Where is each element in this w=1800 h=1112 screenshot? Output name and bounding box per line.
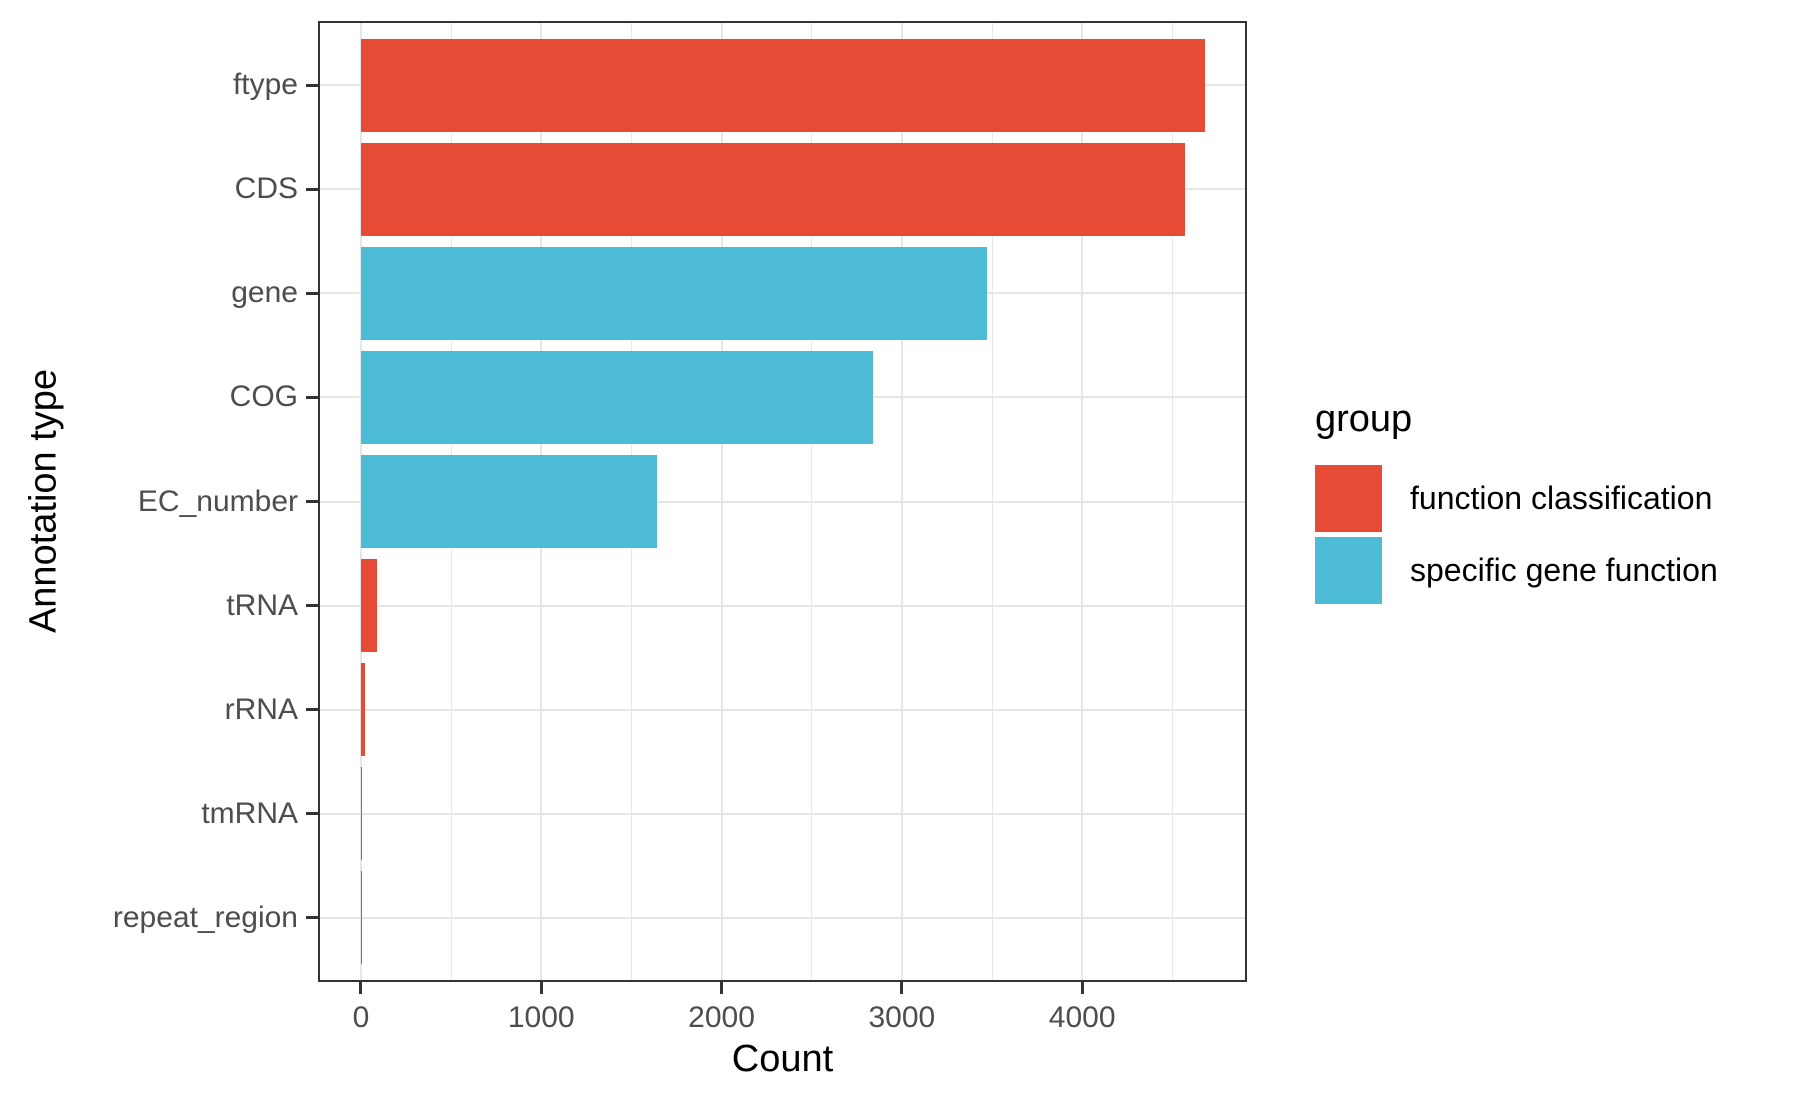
x-axis-title: Count	[731, 1038, 834, 1080]
y-tick	[306, 187, 320, 191]
legend-title: group	[1315, 398, 1413, 440]
y-tick	[306, 708, 320, 712]
legend-entry-label: function classification	[1410, 480, 1713, 516]
y-tick-label-repeat_region: repeat_region	[112, 900, 298, 934]
x-tick-label-1000: 1000	[507, 1001, 575, 1034]
plot-panel	[320, 23, 1245, 980]
y-tick-label-rRNA: rRNA	[224, 692, 298, 726]
bar-EC_number	[360, 454, 657, 549]
y-tick-label-EC_number: EC_number	[137, 484, 298, 518]
x-tick	[359, 980, 363, 994]
x-tick	[900, 980, 904, 994]
y-tick-label-COG: COG	[229, 380, 298, 414]
y-tick	[306, 604, 320, 608]
y-axis-title: Annotation type	[22, 368, 65, 634]
x-tick-label-3000: 3000	[868, 1001, 936, 1034]
bar-rRNA	[360, 662, 365, 757]
legend-entry: specific gene function	[1315, 537, 1718, 604]
legend-entry-label: specific gene function	[1410, 552, 1718, 588]
bar-gene	[360, 246, 987, 341]
y-tick-label-CDS: CDS	[234, 172, 298, 206]
legend-key-swatch	[1315, 537, 1382, 604]
y-tick	[306, 500, 320, 503]
legend-entries: function classification specific gene fun…	[1315, 465, 1718, 604]
x-tick-label-0: 0	[352, 1001, 370, 1034]
y-tick-label-tmRNA: tmRNA	[201, 796, 298, 830]
gridline-horizontal-major	[320, 708, 1245, 711]
y-tick	[306, 291, 320, 295]
bar-ftype	[360, 38, 1205, 133]
y-tick-label-tRNA: tRNA	[226, 588, 298, 622]
gridline-horizontal-major	[320, 812, 1245, 815]
y-tick	[306, 916, 320, 920]
x-tick-label-4000: 4000	[1048, 1001, 1116, 1034]
x-tick-label-2000: 2000	[688, 1001, 755, 1034]
gridline-horizontal-major	[320, 500, 1245, 503]
x-tick	[1080, 980, 1084, 994]
x-tick	[539, 980, 543, 994]
bar-CDS	[360, 142, 1185, 237]
bar-COG	[360, 350, 873, 445]
x-tick	[720, 980, 724, 994]
y-tick-label-ftype: ftype	[232, 68, 298, 102]
y-tick-label-gene: gene	[231, 276, 298, 310]
legend-key-swatch	[1315, 465, 1382, 532]
legend-entry: function classification	[1315, 465, 1718, 532]
bar-tRNA	[360, 558, 377, 653]
legend: group function classification specific ge…	[1315, 398, 1718, 609]
gridline-horizontal-major	[320, 916, 1245, 919]
y-tick	[306, 812, 320, 816]
y-tick	[306, 395, 320, 399]
y-tick	[306, 83, 320, 87]
gridline-horizontal-major	[320, 604, 1245, 607]
